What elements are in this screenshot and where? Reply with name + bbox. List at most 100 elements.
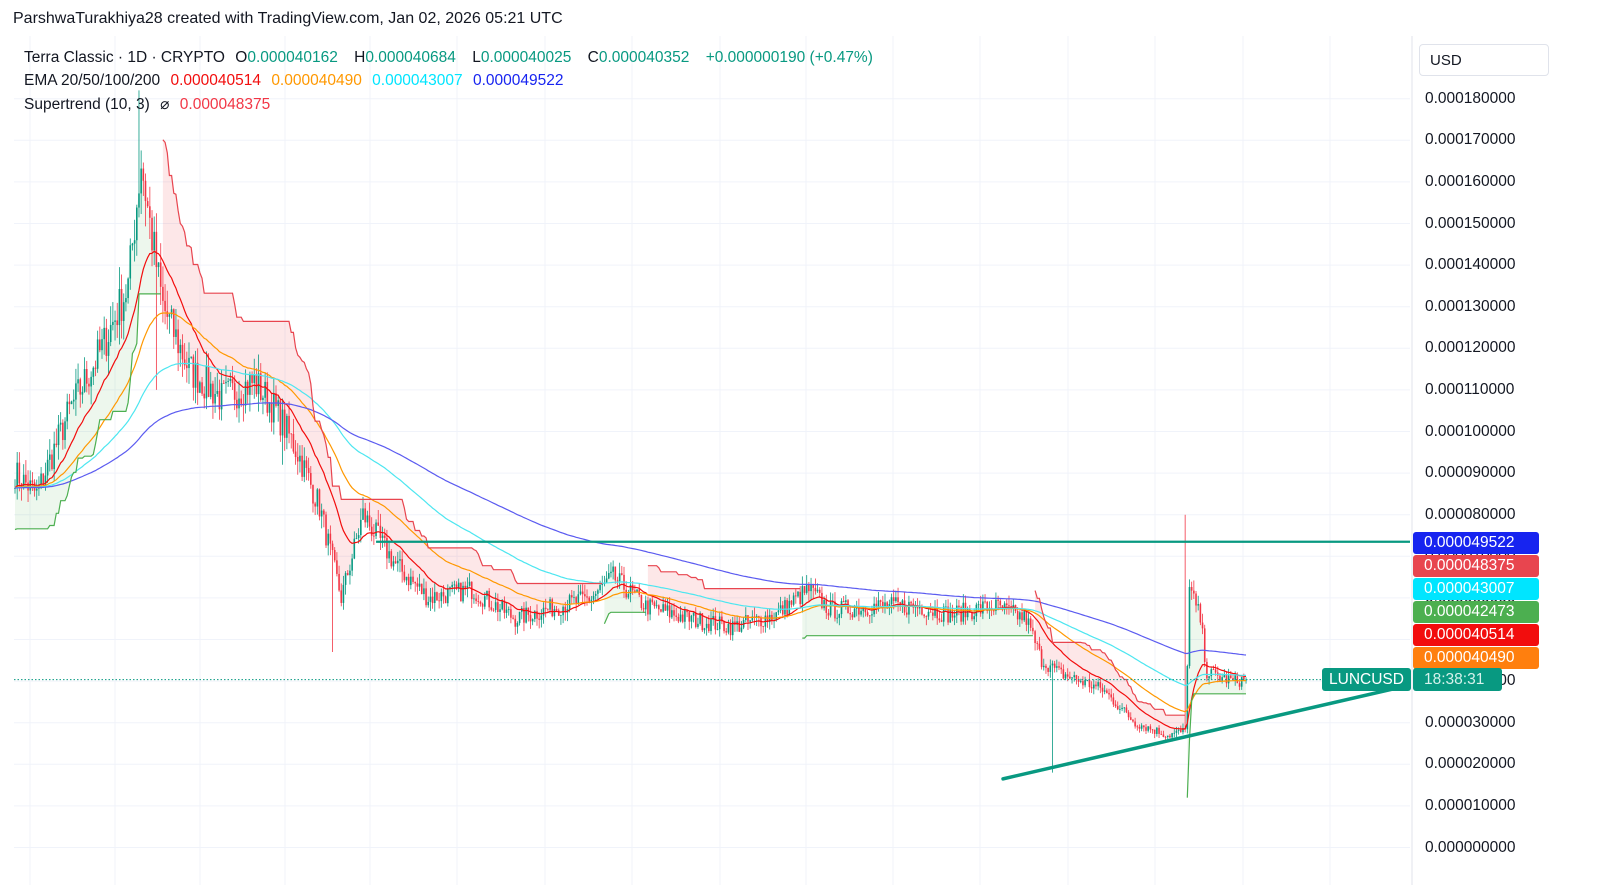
candle (573, 590, 575, 604)
candle-body (557, 610, 560, 616)
candle-body (740, 627, 743, 632)
candle (723, 620, 725, 634)
candle-body (901, 600, 904, 605)
candle-body (738, 621, 741, 632)
candle (1143, 725, 1145, 732)
candle-body (181, 344, 184, 360)
candle-body (227, 380, 229, 382)
price-tick-label: 0.000100000 (1425, 422, 1516, 440)
candle-body (490, 607, 493, 610)
candle (1203, 624, 1206, 668)
candle-body (455, 584, 458, 589)
candle-body (257, 373, 260, 395)
candle (503, 596, 506, 619)
candle-body (703, 628, 706, 631)
candle (499, 604, 501, 622)
candle-body (862, 607, 865, 611)
price-tick-label: 0.000000000 (1425, 838, 1516, 856)
candle-body (22, 474, 25, 488)
candle (1145, 724, 1147, 734)
candle-body (507, 609, 510, 611)
candle-body (849, 612, 851, 615)
candle-body (958, 605, 960, 608)
candle-body (375, 522, 377, 537)
candle (223, 380, 225, 384)
candle-body (49, 454, 51, 460)
candle (760, 615, 762, 634)
candle (642, 603, 645, 614)
candle-body (673, 610, 675, 616)
candle-body (405, 576, 408, 581)
candle (451, 581, 453, 593)
candle (370, 517, 373, 542)
candle-body (412, 576, 414, 582)
candle (1069, 671, 1071, 680)
candle-body (40, 473, 42, 485)
candle (273, 378, 275, 435)
candle-body (814, 587, 817, 592)
candle (344, 571, 347, 595)
candle-body (866, 612, 869, 616)
candle (740, 621, 743, 633)
candle-body (481, 603, 484, 607)
candle-body (392, 561, 395, 567)
candle-body (157, 262, 160, 268)
candle (958, 599, 960, 616)
candle-body (799, 591, 801, 605)
supertrend-fill-area (15, 168, 161, 530)
candle-body (46, 459, 49, 476)
candle (433, 582, 436, 612)
candle (275, 385, 277, 408)
candle-body (636, 589, 638, 592)
legend-supertrend-value: 0.000048375 (179, 96, 271, 113)
candle-body (538, 618, 540, 620)
candle-body (777, 610, 780, 613)
currency-selector[interactable]: USD (1419, 44, 1549, 76)
legend-symbol: Terra Classic · 1D · CRYPTO (24, 49, 225, 66)
candle (627, 589, 630, 600)
candle (105, 318, 108, 362)
candle-body (1214, 669, 1217, 673)
candle (1188, 579, 1191, 669)
candle-body (723, 621, 725, 632)
candle (246, 379, 249, 404)
candle-body (551, 599, 554, 617)
candle (196, 348, 199, 405)
candle-body (107, 342, 110, 356)
candle-body (460, 582, 462, 602)
candle-body (923, 614, 925, 617)
candle-body (534, 611, 536, 620)
candle-body (162, 286, 164, 301)
candle (142, 162, 145, 196)
candle-body (1001, 605, 1004, 610)
candle-body (310, 473, 312, 485)
candle (155, 213, 158, 390)
candle-body (394, 561, 397, 564)
candle (681, 611, 684, 624)
candle (629, 576, 632, 603)
candle (527, 607, 530, 622)
candle (675, 607, 677, 621)
candle-body (953, 615, 956, 618)
candle-body (175, 329, 177, 337)
candle-body (607, 573, 610, 579)
candle (497, 593, 499, 622)
candle (1158, 725, 1160, 738)
candle-body (1032, 627, 1034, 632)
candle-body (329, 533, 332, 544)
candle-body (68, 401, 71, 405)
candle-body (1047, 667, 1049, 672)
candle-body (425, 588, 427, 606)
candle (114, 310, 116, 341)
candle (664, 598, 667, 611)
candle-body (473, 598, 475, 600)
candle-body (314, 503, 316, 507)
candle-body (475, 598, 477, 602)
candle (649, 597, 651, 621)
candle (858, 598, 860, 622)
candle-body (401, 559, 403, 572)
candle (294, 440, 297, 465)
candle (373, 524, 375, 545)
candle-body (140, 168, 142, 194)
